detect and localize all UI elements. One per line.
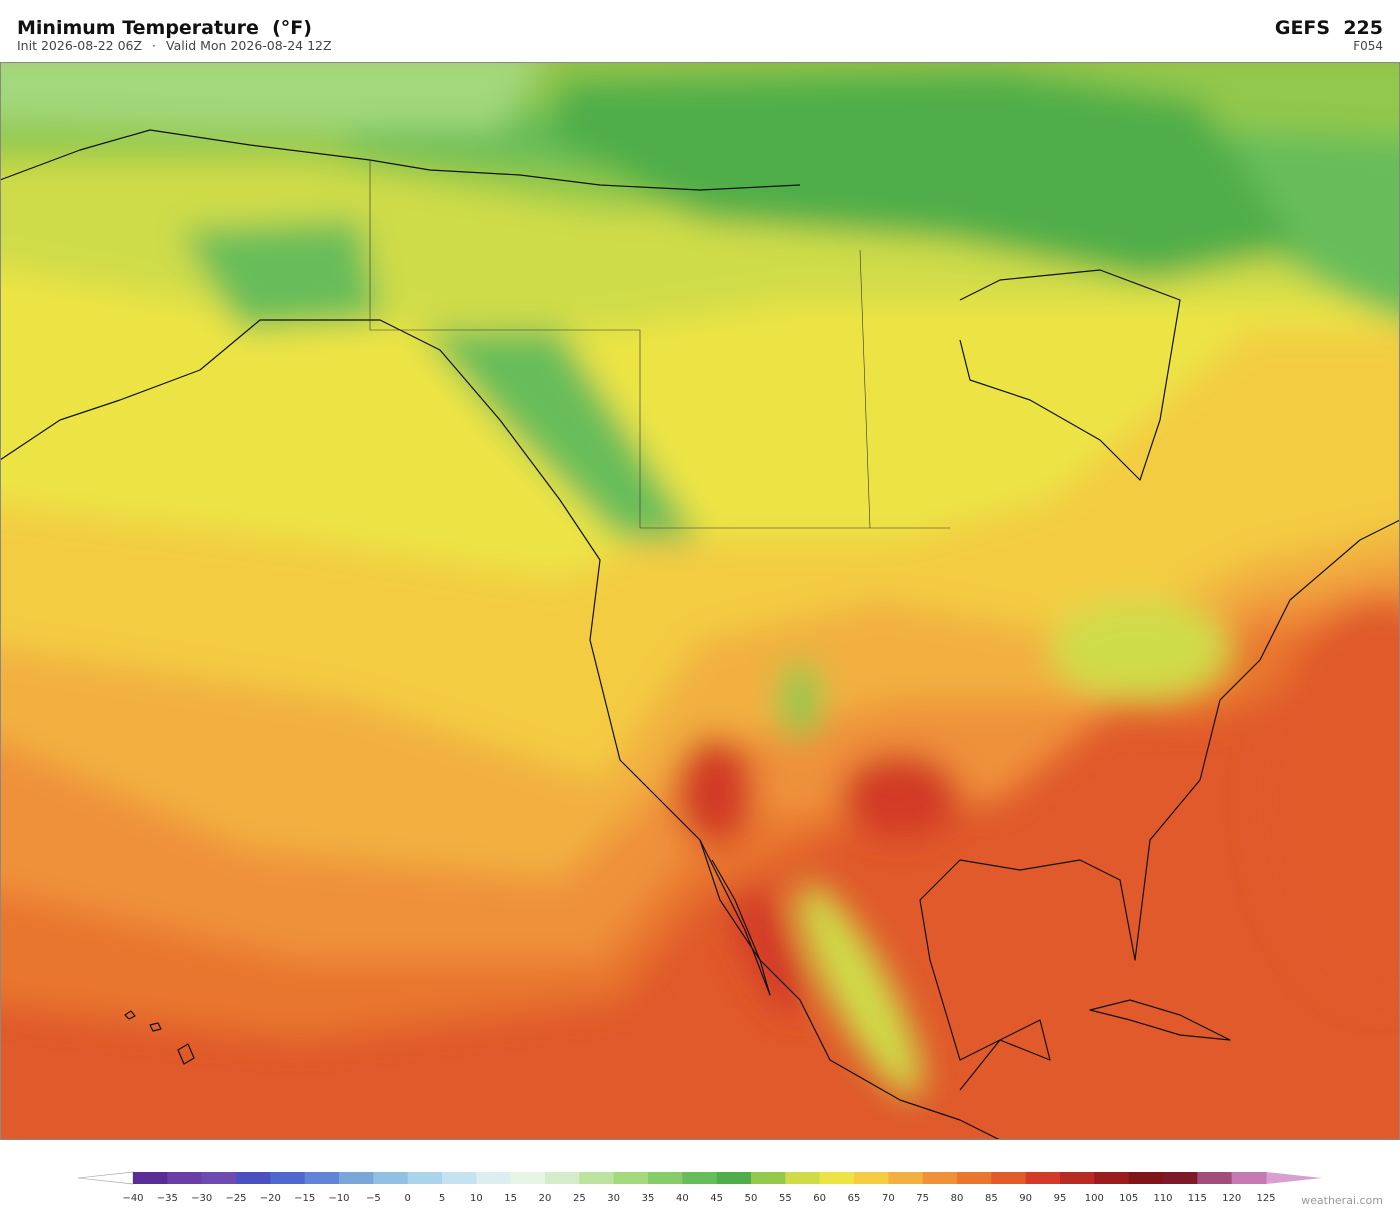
colorbar-bin: [1163, 1172, 1198, 1184]
border: [369, 160, 950, 529]
colorbar-bin: [579, 1172, 615, 1184]
colorbar-label: 110: [1153, 1193, 1172, 1204]
init: Init 2026-08-22 06Z: [17, 38, 142, 53]
subtitle: Init 2026-08-22 06Z · Valid Mon 2026-08-24…: [17, 38, 332, 53]
colorbar-bin: [854, 1172, 889, 1184]
colorbar-label: 100: [1085, 1193, 1104, 1204]
colorbar-label: 115: [1188, 1193, 1207, 1204]
valid: Valid Mon 2026-08-24 12Z: [166, 38, 332, 53]
colorbar-label: 90: [1019, 1193, 1032, 1204]
colorbar-label: 15: [504, 1193, 517, 1204]
cuba: [1089, 999, 1231, 1041]
colorbar-bin: [201, 1172, 237, 1184]
colorbar-bin: [1025, 1172, 1061, 1184]
colorbar-bin: [819, 1172, 855, 1184]
colorbar-label: 85: [985, 1193, 998, 1204]
colorbar-label: 105: [1119, 1193, 1138, 1204]
colorbar-label: 120: [1222, 1193, 1241, 1204]
colorbar-label: 0: [404, 1193, 410, 1204]
colorbar-bin: [991, 1172, 1027, 1184]
credit: weatherai.com: [1301, 1194, 1383, 1207]
colorbar-label: −25: [225, 1193, 246, 1204]
colorbar-over: [1266, 1172, 1322, 1184]
baja: [699, 839, 771, 996]
colorbar-label: 20: [539, 1193, 552, 1204]
colorbar-label: 75: [916, 1193, 929, 1204]
colorbar-label: 70: [882, 1193, 895, 1204]
colorbar-bin: [510, 1172, 546, 1184]
colorbar-bin: [476, 1172, 512, 1184]
colorbar-bin: [613, 1172, 649, 1184]
colorbar-bin: [922, 1172, 958, 1184]
colorbar-label: 50: [745, 1193, 758, 1204]
forecast-hour: F054: [1353, 39, 1383, 53]
colorbar-label: −30: [191, 1193, 212, 1204]
colorbar-bin: [545, 1172, 580, 1184]
colorbar-bin: [1197, 1172, 1233, 1184]
hawaii: [124, 1010, 195, 1065]
colorbar-bin: [648, 1172, 683, 1184]
colorbar-bin: [270, 1172, 306, 1184]
colorbar-bin: [716, 1172, 752, 1184]
colorbar-label: 80: [951, 1193, 964, 1204]
colorbar-label: −20: [260, 1193, 281, 1204]
colorbar-label: 30: [607, 1193, 620, 1204]
colorbar-label: 35: [642, 1193, 655, 1204]
colorbar-label: 125: [1256, 1193, 1275, 1204]
model: GEFS 225: [1275, 17, 1383, 39]
colorbar-label: 25: [573, 1193, 586, 1204]
colorbar-bin: [751, 1172, 786, 1184]
colorbar-label: −10: [328, 1193, 349, 1204]
colorbar-under: [77, 1171, 134, 1185]
colorbar-label: 5: [439, 1193, 445, 1204]
colorbar-bin: [888, 1172, 924, 1184]
title: Minimum Temperature (°F): [17, 17, 312, 39]
colorbar-bin: [1231, 1172, 1267, 1184]
colorbar-label: −40: [122, 1193, 143, 1204]
colorbar-bin: [785, 1172, 821, 1184]
map: [0, 62, 1400, 1140]
colorbar-bin: [407, 1172, 443, 1184]
colorbar-label: −5: [366, 1193, 381, 1204]
colorbar-label: 60: [813, 1193, 826, 1204]
colorbar-label: 55: [779, 1193, 792, 1204]
colorbar-bin: [1128, 1172, 1164, 1184]
colorbar-bin: [339, 1172, 374, 1184]
colorbar-label: −15: [294, 1193, 315, 1204]
colorbar-bin: [236, 1172, 271, 1184]
separator: ·: [152, 38, 156, 53]
colorbar-bin: [682, 1172, 718, 1184]
coastline: [0, 319, 1001, 1140]
colorbar-label: 40: [676, 1193, 689, 1204]
colorbar-bin: [1094, 1172, 1130, 1184]
arctic-coast: [0, 129, 801, 191]
colorbar-bin: [167, 1172, 203, 1184]
colorbar: −40 −35 −30 −25 −20 −15 −10 −5 0 5 10 15 20 25 30 35 40 4…: [77, 1171, 1322, 1204]
colorbar-bin: [442, 1172, 477, 1184]
colorbar-bin: [304, 1172, 340, 1184]
colorbar-label: 10: [470, 1193, 483, 1204]
colorbar-label: 65: [848, 1193, 861, 1204]
gulf-coast: [919, 519, 1400, 1091]
colorbar-bin: [133, 1172, 168, 1184]
colorbar-bin: [957, 1172, 992, 1184]
colorbar-label: 95: [1054, 1193, 1067, 1204]
colorbar-label: −35: [157, 1193, 178, 1204]
colorbar-bin: [373, 1172, 409, 1184]
colorbar-bin: [1060, 1172, 1095, 1184]
hudson-bay: [959, 269, 1181, 481]
colorbar-label: 45: [710, 1193, 723, 1204]
